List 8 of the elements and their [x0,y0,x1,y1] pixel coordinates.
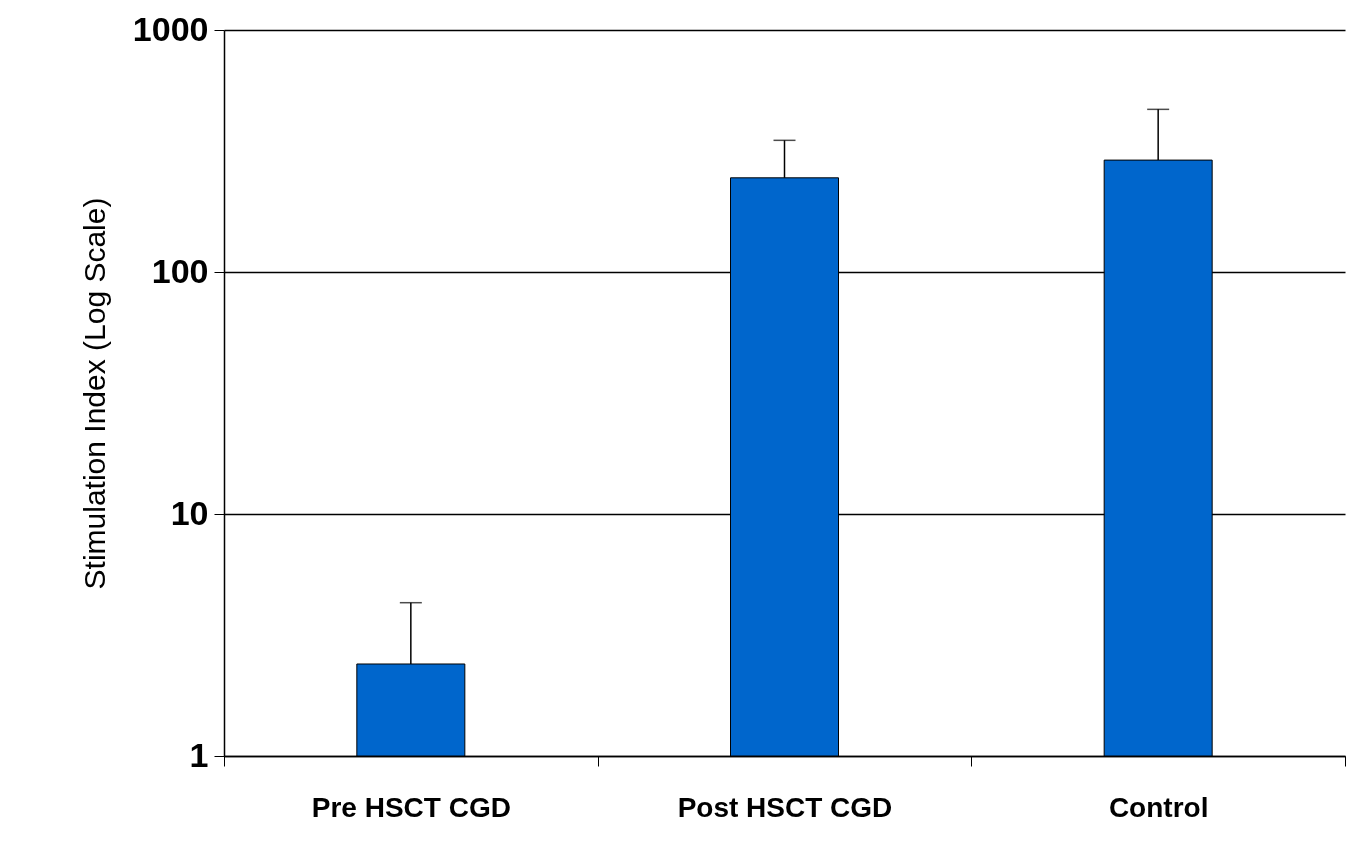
x-tick-label: Control [1108,791,1209,823]
x-tick-label: Post HSCT CGD [677,791,893,823]
y-tick-label: 1 [189,735,209,774]
x-tick-label: Pre HSCT CGD [311,791,511,823]
y-tick-label: 100 [151,251,209,290]
y-tick-label: 1000 [132,9,209,48]
y-tick-label: 10 [170,493,209,532]
y-axis-title: Stimulation Index (Log Scale) [77,197,111,590]
